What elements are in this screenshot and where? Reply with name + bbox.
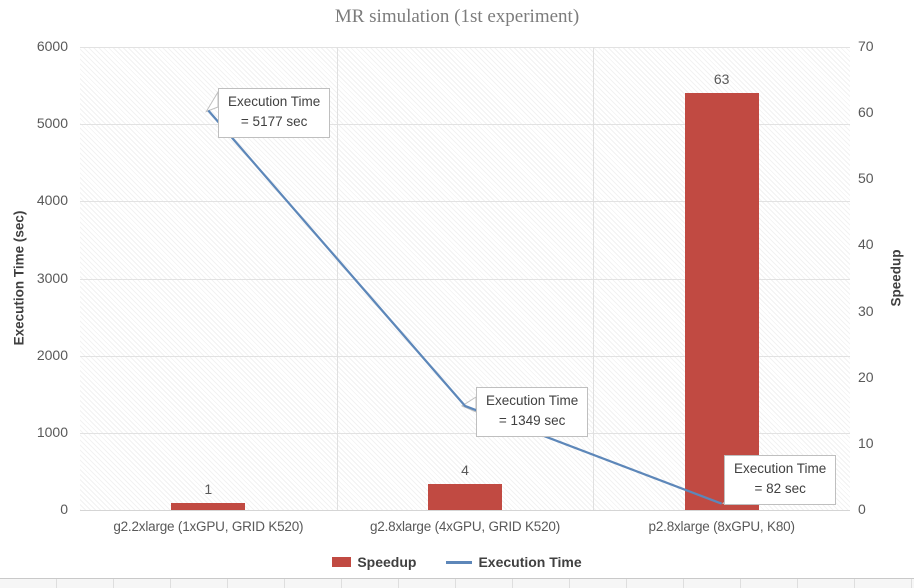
callout-series-label: Execution Time [486,393,579,408]
category-axis-label: p2.8xlarge (8xGPU, K80) [648,519,795,534]
legend-item-execution-time: Execution Time [446,554,582,570]
left-axis-tick-label: 6000 [36,38,68,54]
speedup-bar [684,93,759,510]
bar-data-label: 63 [713,71,730,88]
left-axis-tick-label: 5000 [36,115,68,132]
legend-label-execution-time: Execution Time [478,554,582,570]
left-axis-tick-label: 2000 [36,346,68,363]
callout-value-label: = 1349 sec [498,413,566,429]
right-axis-tick-label: 20 [858,368,874,385]
bar-data-label: 4 [461,461,469,478]
spreadsheet-cells-strip [0,578,914,588]
right-axis-tick-label: 70 [858,38,874,54]
right-axis-tick-label: 30 [858,302,874,319]
right-axis-tick-label: 10 [858,434,874,451]
gridline-horizontal [80,201,850,202]
gridline-horizontal [80,433,850,434]
execution-time-callout: Execution Time = 1349 sec [476,387,589,437]
speedup-bar [171,503,246,510]
right-axis-tick-label: 50 [858,170,874,187]
gridline-vertical [593,47,594,510]
callout-series-label: Execution Time [228,94,321,109]
legend-item-speedup: Speedup [332,554,416,570]
execution-time-line [207,109,723,505]
execution-time-line-swatch-icon [446,560,473,564]
execution-time-callout: Execution Time = 5177 sec [218,88,331,138]
left-axis-tick-label: 1000 [36,423,68,440]
left-axis-tick-label: 3000 [36,269,68,286]
execution-time-callout: Execution Time = 82 sec [724,455,837,505]
left-axis-tick-label: 4000 [36,192,68,209]
callout-value-label: = 82 sec [754,481,806,497]
speedup-bar-swatch-icon [332,557,352,567]
chart-title: MR simulation (1st experiment) [334,6,580,27]
category-axis-label: g2.8xlarge (4xGPU, GRID K520) [369,519,561,534]
left-axis-tick-label: 0 [60,501,68,517]
callout-value-label: = 5177 sec [240,114,308,130]
callout-series-label: Execution Time [734,461,827,476]
x-axis-line [80,510,850,511]
speedup-bar [428,483,502,510]
right-axis-tick-label: 40 [858,236,874,253]
right-axis-tick-label: 0 [858,501,866,517]
callout-tail [205,90,219,113]
gridline-horizontal [80,356,850,357]
right-axis-tick-label: 60 [858,104,874,121]
category-axis-label: g2.2xlarge (1xGPU, GRID K520) [113,519,304,534]
gridline-vertical [337,47,338,510]
gridline-horizontal [80,279,850,280]
gridline-horizontal [80,124,850,125]
gridline-horizontal [80,47,850,48]
legend: Speedup Execution Time [0,551,914,573]
legend-label-speedup: Speedup [357,554,417,570]
bar-data-label: 1 [204,481,213,498]
